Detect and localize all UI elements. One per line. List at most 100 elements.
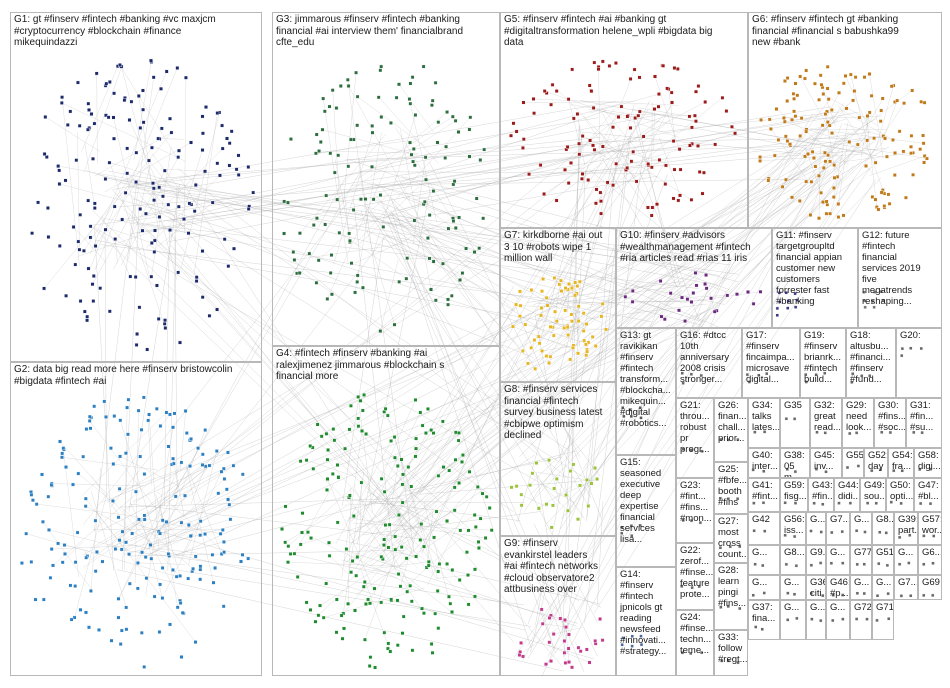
- node-g8: [589, 481, 594, 486]
- node-g9: [521, 654, 525, 659]
- node-g57: [932, 534, 936, 538]
- node-g3: [429, 287, 433, 292]
- node-g7: [604, 327, 608, 332]
- node-g3: [316, 258, 321, 263]
- node-g1: [57, 243, 62, 248]
- node-g2: [142, 472, 147, 476]
- node-g7: [573, 280, 578, 285]
- group-cell-g7: G7: kirkdborne #ai out 3 10 #robots wipe…: [500, 228, 616, 382]
- node-g13: [638, 406, 642, 410]
- node-g1: [87, 107, 91, 112]
- node-g2: [73, 584, 78, 589]
- inter-group-edge: [373, 193, 520, 347]
- node-g9: [600, 638, 605, 643]
- group-edge: [544, 159, 598, 195]
- node-g77: [855, 562, 859, 567]
- node-g6: [785, 99, 790, 103]
- node-g4: [360, 408, 365, 413]
- node-g3: [405, 256, 410, 261]
- node-g7: [567, 282, 571, 286]
- node-g2: [171, 461, 176, 466]
- node-g23: [681, 518, 685, 523]
- node-g3: [407, 97, 412, 102]
- node-g4: [466, 573, 470, 578]
- node-g5: [575, 112, 580, 116]
- node-g4: [356, 395, 361, 399]
- node-g17: [757, 373, 761, 377]
- node-g3: [435, 140, 440, 145]
- group-edge: [568, 99, 586, 166]
- node-g4: [346, 601, 350, 606]
- node-g6: [772, 153, 777, 158]
- group-edge: [869, 155, 925, 176]
- node-g6: [891, 137, 895, 142]
- node-g6: [825, 86, 830, 91]
- node-g6: [832, 163, 837, 167]
- group-cell-gg: G...: [780, 575, 806, 600]
- node-g2: [118, 418, 123, 423]
- node-g14: [622, 636, 626, 640]
- node-g10: [623, 294, 628, 299]
- node-g4: [436, 626, 441, 631]
- node-g10: [689, 300, 694, 304]
- node-g4: [343, 446, 347, 451]
- node-g16: [689, 372, 694, 376]
- node-g2: [118, 642, 123, 647]
- node-g9: [539, 607, 544, 612]
- node-g7: [576, 351, 580, 356]
- inter-group-edge: [569, 161, 613, 344]
- node-g5: [634, 179, 639, 184]
- node-g1: [36, 200, 41, 205]
- node-g5: [671, 196, 676, 201]
- node-g1: [251, 190, 256, 195]
- node-g3: [413, 113, 418, 117]
- group-edge: [124, 519, 231, 551]
- node-g4: [358, 398, 363, 403]
- node-g24: [700, 650, 704, 655]
- node-g5: [657, 157, 662, 162]
- node-g4: [398, 584, 403, 589]
- node-g7: [570, 286, 574, 290]
- group-label: G77: [854, 547, 872, 558]
- node-gl: [841, 617, 845, 621]
- node-g30: [880, 430, 884, 434]
- node-g5: [598, 190, 603, 195]
- node-g5: [554, 89, 559, 94]
- node-g4: [447, 594, 451, 599]
- group-label: G...: [784, 602, 800, 613]
- node-g6: [824, 211, 829, 216]
- node-g17: [745, 372, 750, 377]
- node-g6: [793, 114, 798, 119]
- node-g4: [406, 465, 411, 469]
- node-g7: [553, 309, 558, 314]
- node-g4: [383, 406, 388, 411]
- node-g4: [386, 641, 391, 646]
- node-gg: [786, 591, 790, 595]
- inter-group-edge: [148, 244, 514, 513]
- group-label: G...: [810, 602, 826, 613]
- group-edge: [334, 159, 350, 234]
- node-g6: [759, 117, 764, 122]
- node-g1: [176, 204, 181, 209]
- node-g6: [837, 90, 841, 95]
- node-g5: [694, 119, 698, 124]
- node-g6: [808, 213, 813, 217]
- group-cell-g41: G41: #fint...: [748, 478, 780, 512]
- group-cell-g4: G4: #fintech #finserv #banking #ai ralex…: [272, 346, 500, 676]
- node-g6: [782, 119, 787, 124]
- group-edge: [45, 116, 100, 152]
- node-g5: [616, 115, 621, 119]
- node-g3: [467, 127, 472, 132]
- node-g2: [133, 489, 138, 494]
- node-g4: [389, 439, 393, 443]
- group-cell-g34: G34: talks lates...: [748, 398, 780, 448]
- node-g5: [565, 144, 570, 149]
- node-g5: [696, 143, 700, 148]
- node-g5: [571, 116, 576, 121]
- node-g44: [837, 501, 841, 505]
- node-g5: [580, 134, 585, 138]
- node-g7: [551, 333, 556, 338]
- group-edge: [589, 93, 659, 114]
- node-g6: [813, 81, 817, 86]
- inter-group-edge: [346, 135, 849, 522]
